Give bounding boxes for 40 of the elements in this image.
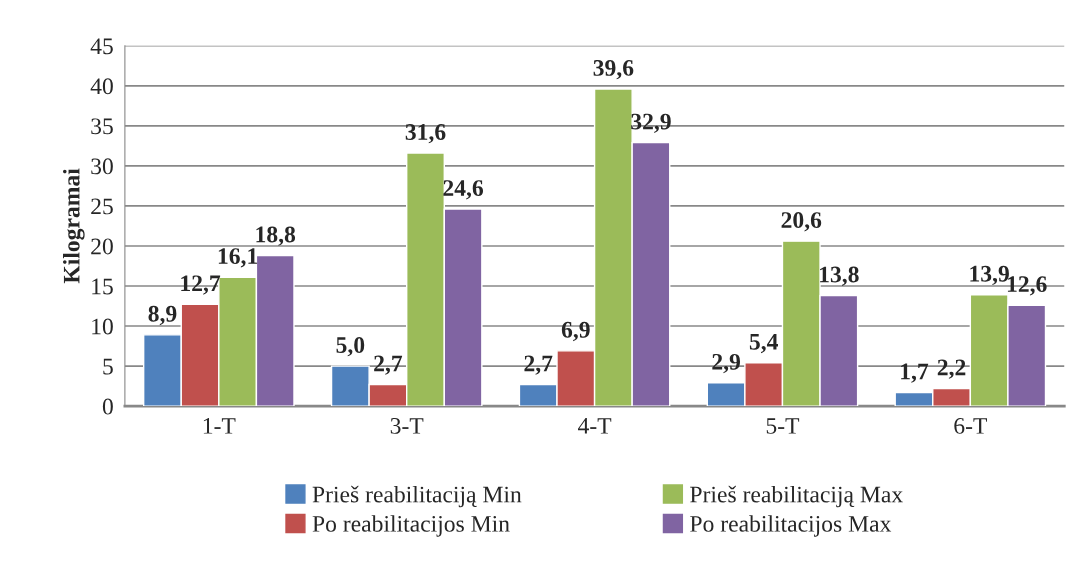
data-label: 18,8	[256, 226, 296, 246]
data-label: 39,6	[593, 60, 634, 80]
data-label: 5,0	[336, 337, 365, 357]
legend-label: Po reabilitacijos Max	[690, 515, 892, 537]
data-label: 2,2	[937, 359, 966, 379]
legend-label: Prieš reabilitaciją Max	[690, 485, 903, 508]
x-tick-label: 6-T	[954, 417, 987, 434]
data-label: 12,7	[181, 275, 221, 295]
x-tick-label: 5-T	[766, 418, 800, 434]
y-tick-label: 20	[91, 238, 113, 255]
data-label: 2,7	[374, 355, 403, 375]
y-tick-label: 35	[91, 118, 113, 135]
legend-label: Prieš reabilitaciją Min	[312, 485, 522, 508]
y-tick-label: 5	[103, 358, 113, 375]
data-label: 12,6	[1007, 276, 1047, 296]
x-tick-label: 1-T	[203, 418, 236, 434]
y-tick-label: 30	[91, 158, 113, 175]
y-tick-label: 0	[102, 398, 113, 415]
data-label: 24,6	[443, 180, 484, 200]
data-label: 13,9	[970, 265, 1009, 286]
data-label: 2,9	[712, 353, 740, 374]
data-label: 13,8	[820, 266, 859, 286]
x-tick-label: 4-T	[578, 418, 612, 434]
y-tick-label: 25	[91, 198, 113, 215]
legend-label: Po reabilitacijos Min	[312, 515, 510, 537]
data-label: 32,9	[631, 113, 671, 133]
y-tick-label: 40	[90, 78, 113, 95]
x-tick-label: 3-T	[390, 417, 424, 434]
data-label: 31,6	[405, 124, 446, 144]
data-label: 5,4	[749, 333, 778, 354]
data-label: 1,7	[901, 363, 929, 383]
y-axis-title: Kilogramai	[63, 168, 85, 284]
data-label: 6,9	[561, 321, 590, 342]
y-tick-label: 45	[90, 38, 113, 55]
y-tick-label: 10	[92, 318, 113, 335]
data-label: 2,7	[524, 355, 553, 375]
data-label: 20,6	[781, 212, 822, 232]
data-label: 8,9	[148, 305, 177, 326]
data-label: 16,1	[218, 248, 258, 268]
y-tick-label: 15	[92, 278, 113, 295]
